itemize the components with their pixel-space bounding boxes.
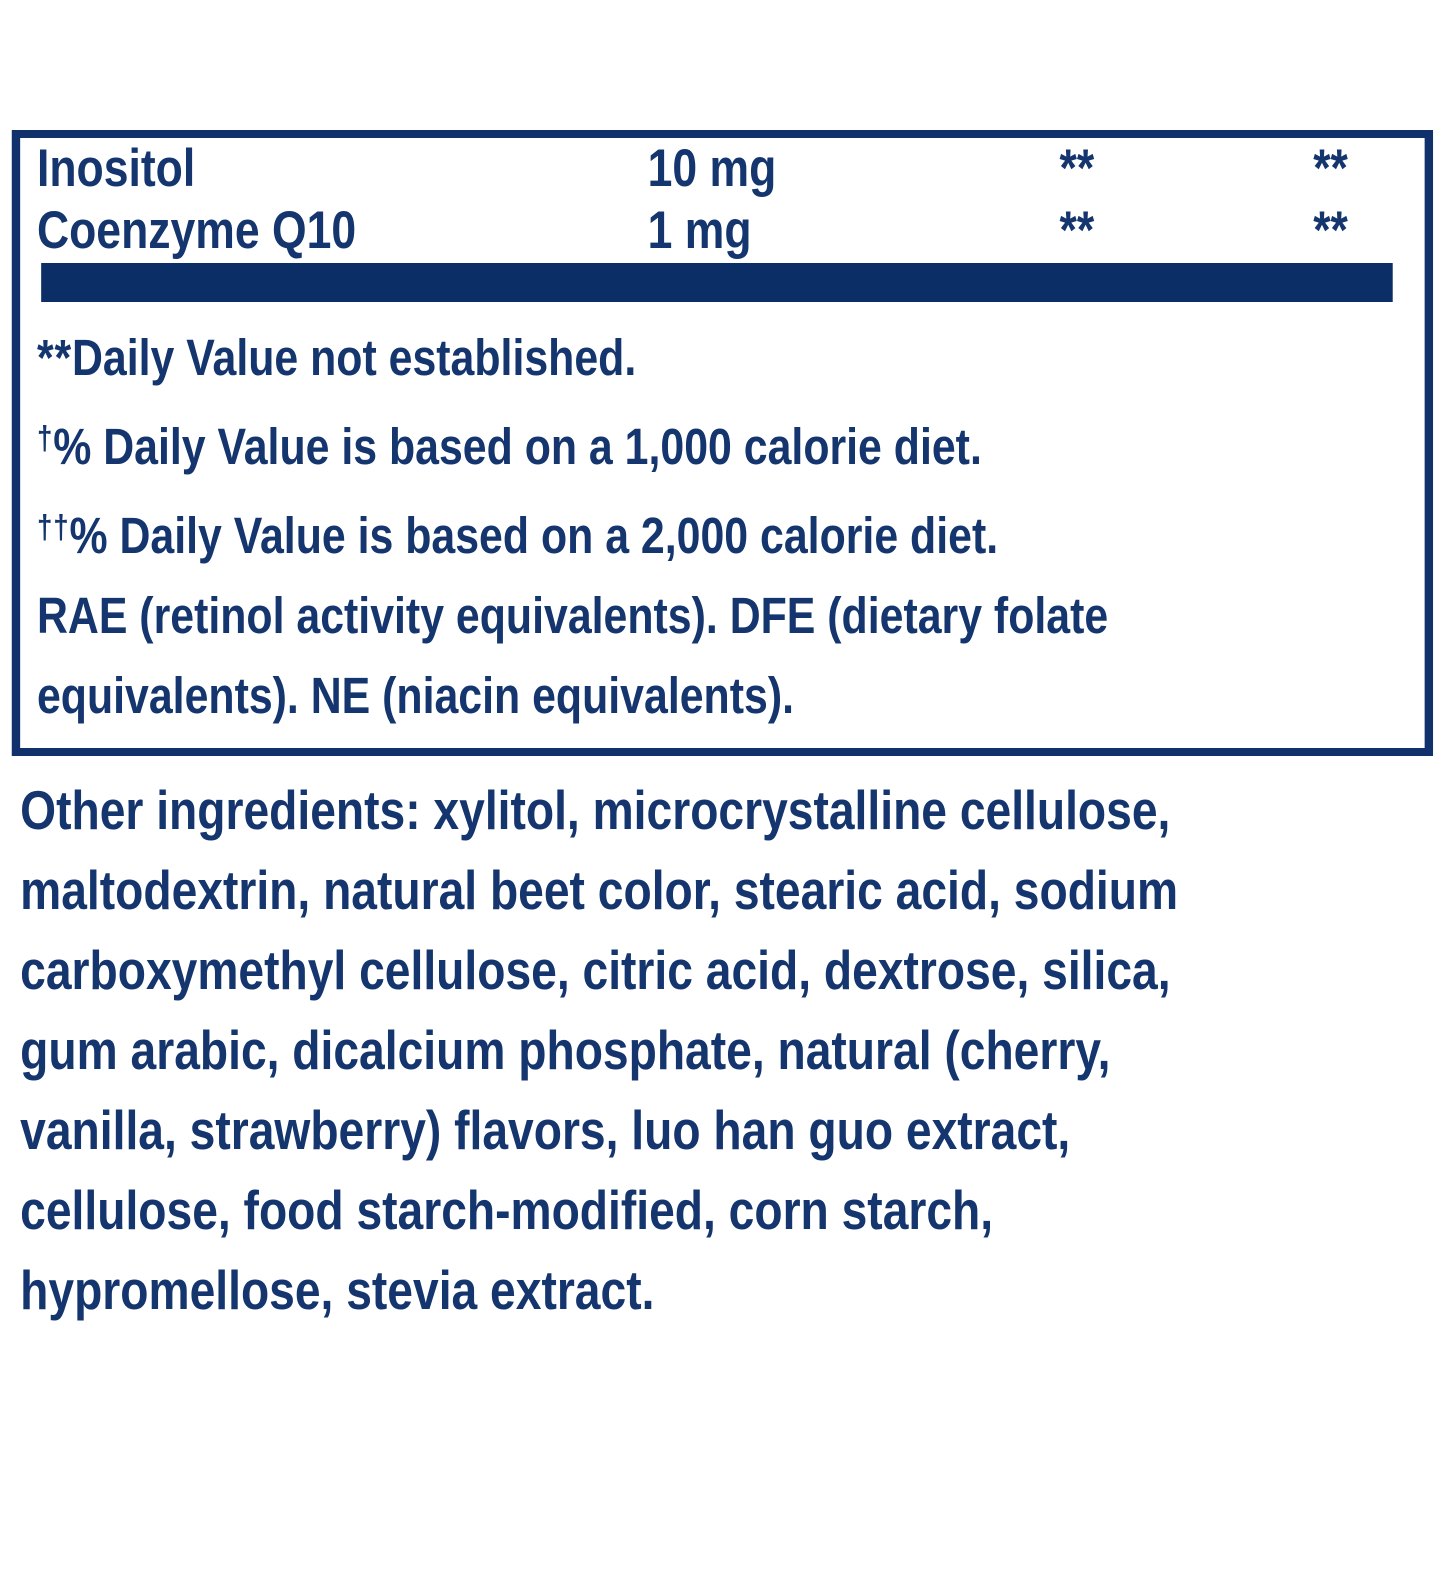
daily-value-cell: ** bbox=[1313, 201, 1348, 260]
supplement-label: Inositol 10 mg ** ** Coenzyme Q10 1 mg *… bbox=[0, 130, 1445, 1330]
ingredient-row-coenzyme-q10: Coenzyme Q10 1 mg ** ** bbox=[20, 200, 1424, 262]
daily-value-cell: ** bbox=[1059, 201, 1095, 260]
daily-value-cell: ** bbox=[1313, 139, 1348, 198]
footnote-dv-not-established: **Daily Value not established. bbox=[37, 318, 1411, 398]
ingredient-name: Inositol bbox=[36, 139, 196, 198]
dagger-marker: † bbox=[36, 419, 54, 456]
ingredient-amount: 1 mg bbox=[647, 201, 752, 260]
footnote-1000-calorie: †% Daily Value is based on a 1,000 calor… bbox=[37, 398, 1411, 487]
ingredient-amount: 10 mg bbox=[647, 139, 777, 198]
footnote-marker: ** bbox=[36, 329, 72, 386]
ingredient-row-inositol: Inositol 10 mg ** ** bbox=[20, 138, 1424, 200]
footnote-equivalents: RAE (retinol activity equivalents). DFE … bbox=[36, 587, 1109, 724]
supplement-facts-box: Inositol 10 mg ** ** Coenzyme Q10 1 mg *… bbox=[11, 130, 1434, 756]
divider-bar bbox=[41, 263, 1393, 302]
footnote-text: Daily Value not established. bbox=[71, 329, 637, 386]
footnote-text: % Daily Value is based on a 2,000 calori… bbox=[69, 507, 999, 564]
double-dagger-marker: †† bbox=[36, 508, 70, 545]
daily-value-cell: ** bbox=[1059, 139, 1095, 198]
other-ingredients-paragraph: Other ingredients: xylitol, microcrystal… bbox=[20, 779, 1179, 1321]
ingredient-name: Coenzyme Q10 bbox=[36, 201, 357, 260]
footnotes-block: **Daily Value not established. †% Daily … bbox=[37, 318, 1411, 736]
footnote-2000-calorie: ††% Daily Value is based on a 2,000 calo… bbox=[37, 487, 1411, 576]
footnote-text: % Daily Value is based on a 1,000 calori… bbox=[53, 418, 982, 475]
